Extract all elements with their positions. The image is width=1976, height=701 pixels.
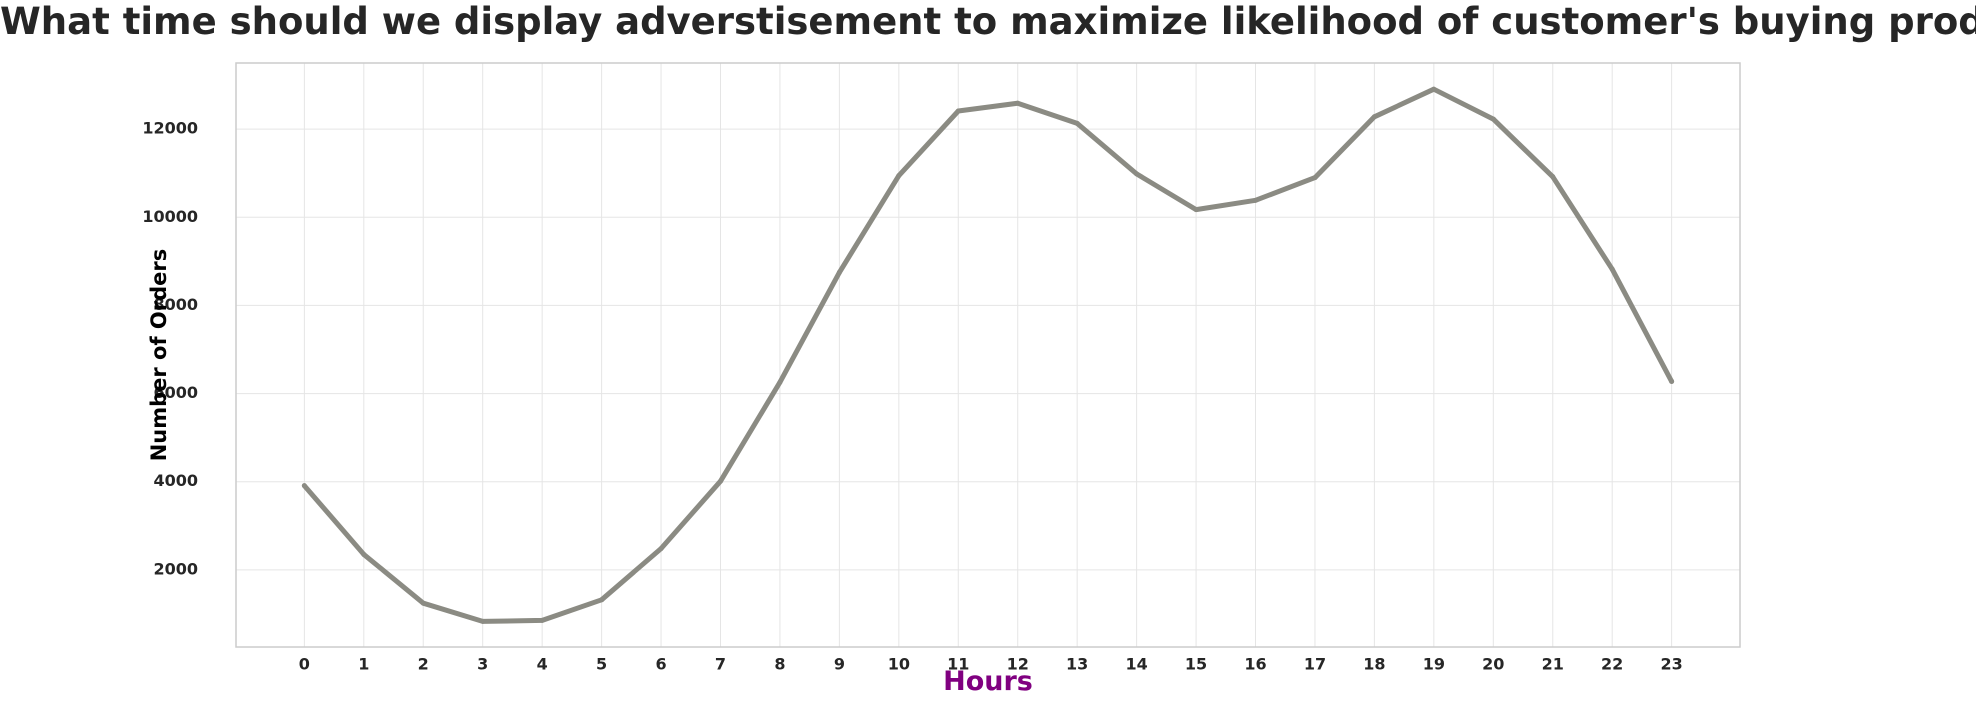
x-axis-label: Hours xyxy=(943,666,1033,697)
x-tick-label: 4 xyxy=(537,655,548,674)
x-tick-label: 22 xyxy=(1601,655,1623,674)
x-tick-label: 14 xyxy=(1125,655,1147,674)
x-tick-label: 9 xyxy=(834,655,845,674)
data-point xyxy=(1550,174,1556,180)
x-tick-label: 8 xyxy=(774,655,785,674)
x-tick-label: 2 xyxy=(418,655,429,674)
data-point xyxy=(301,483,307,489)
data-point xyxy=(777,379,783,385)
grid-layer xyxy=(236,63,1740,647)
x-tick-label: 13 xyxy=(1066,655,1088,674)
x-tick-label: 12 xyxy=(1007,655,1029,674)
y-tick-label: 12000 xyxy=(142,119,198,138)
x-axis-ticks: 0 1 2 3 4 5 6 7 8 9 10 11 12 13 14 15 16 17 18 19 20 21 22 23 xyxy=(299,655,1683,674)
data-point xyxy=(1312,175,1318,181)
data-point xyxy=(420,600,426,606)
data-point xyxy=(1669,378,1675,384)
data-point xyxy=(539,617,545,623)
x-tick-label: 6 xyxy=(655,655,666,674)
y-tick-label: 2000 xyxy=(153,559,198,578)
data-point xyxy=(658,546,664,552)
y-tick-label: 4000 xyxy=(153,471,198,490)
data-point xyxy=(717,478,723,484)
data-point xyxy=(1193,207,1199,213)
x-tick-label: 10 xyxy=(888,655,910,674)
data-point xyxy=(1371,114,1377,120)
x-tick-label: 23 xyxy=(1661,655,1683,674)
x-tick-label: 3 xyxy=(477,655,488,674)
x-tick-label: 5 xyxy=(596,655,607,674)
y-axis-ticks: 2000 4000 6000 8000 10000 12000 xyxy=(142,119,198,579)
data-point xyxy=(836,269,842,275)
data-point xyxy=(1074,120,1080,126)
data-point xyxy=(896,173,902,179)
data-point xyxy=(1609,266,1615,272)
data-point xyxy=(1015,100,1021,106)
x-tick-label: 15 xyxy=(1185,655,1207,674)
y-axis-label: Number of Orders xyxy=(147,249,171,462)
plot-frame xyxy=(235,62,1741,648)
series-line xyxy=(301,86,1675,624)
data-point xyxy=(599,597,605,603)
x-tick-label: 18 xyxy=(1363,655,1385,674)
series-layer xyxy=(301,86,1675,624)
chart-title: What time should we display adverstiseme… xyxy=(0,0,1976,43)
x-tick-label: 16 xyxy=(1244,655,1266,674)
data-point xyxy=(955,108,961,114)
x-tick-label: 0 xyxy=(299,655,310,674)
x-tick-label: 20 xyxy=(1482,655,1504,674)
data-point xyxy=(361,551,367,557)
x-tick-label: 11 xyxy=(947,655,969,674)
x-tick-label: 1 xyxy=(358,655,369,674)
y-tick-label: 8000 xyxy=(153,295,198,314)
data-point xyxy=(1134,171,1140,177)
data-point xyxy=(1490,116,1496,122)
x-tick-label: 17 xyxy=(1304,655,1326,674)
x-tick-label: 7 xyxy=(715,655,726,674)
data-point xyxy=(1431,86,1437,92)
x-tick-label: 19 xyxy=(1423,655,1445,674)
y-tick-label: 6000 xyxy=(153,383,198,402)
x-tick-label: 21 xyxy=(1542,655,1564,674)
y-tick-label: 10000 xyxy=(142,207,198,226)
data-point xyxy=(480,618,486,624)
data-point xyxy=(1253,197,1259,203)
